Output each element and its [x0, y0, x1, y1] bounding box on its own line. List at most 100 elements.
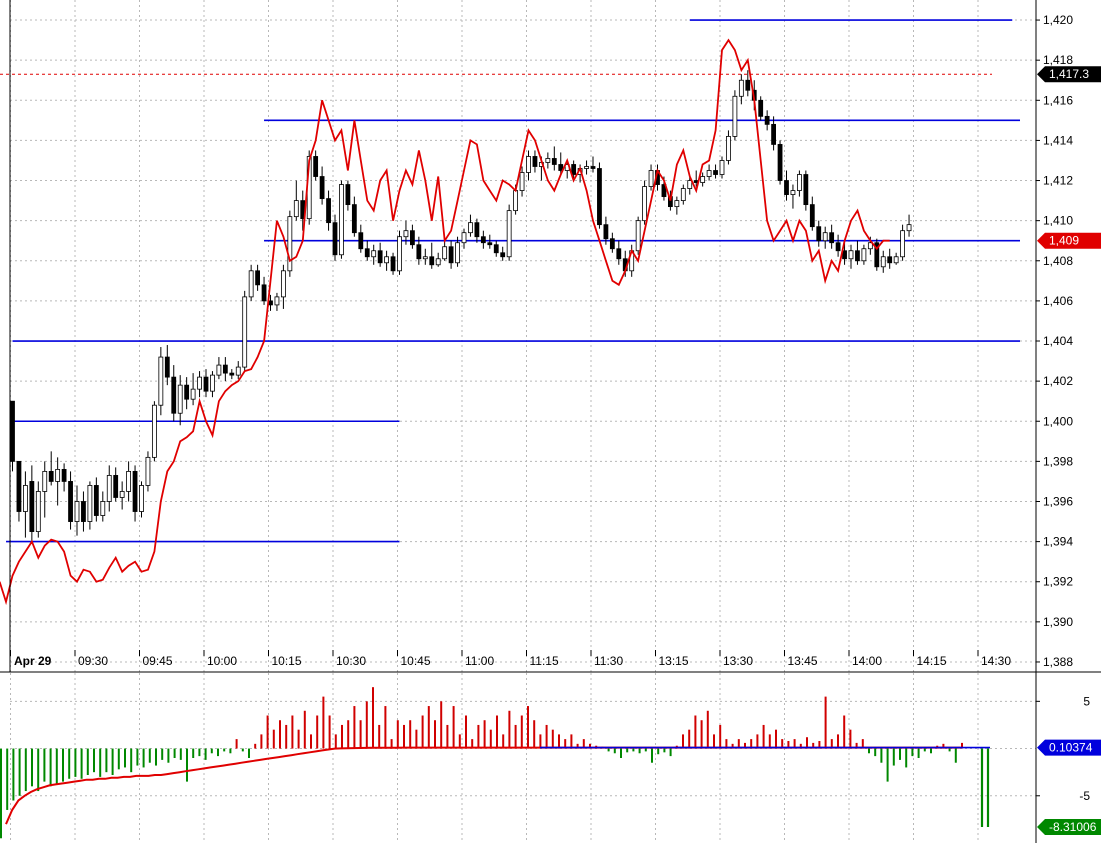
- candle-119: [777, 140, 783, 185]
- candle-120: [784, 170, 789, 201]
- candle-30: [203, 369, 209, 398]
- candle-70: [461, 228, 467, 249]
- y-tick-label-2: 1,392: [1043, 575, 1073, 589]
- candle-125: [816, 220, 822, 247]
- candle-body-27: [184, 384, 190, 400]
- candle-body-75: [493, 244, 499, 254]
- candle-body-108: [706, 170, 712, 177]
- candle-5: [42, 461, 48, 518]
- candle-body-83: [545, 158, 551, 163]
- candle-21: [145, 451, 151, 492]
- candle-54: [358, 224, 364, 253]
- candle-53: [351, 196, 357, 237]
- x-tick-label-9: 11:30: [594, 654, 623, 668]
- candle-38: [255, 264, 261, 291]
- candle-127: [829, 224, 835, 249]
- candle-body-89: [584, 166, 589, 169]
- candle-body-117: [764, 115, 770, 125]
- candle-11: [81, 491, 86, 532]
- candle-body-23: [158, 356, 164, 406]
- candle-body-65: [429, 256, 435, 266]
- candle-body-129: [842, 250, 847, 260]
- candle-body-131: [855, 250, 860, 262]
- candle-body-30: [203, 376, 209, 392]
- candle-body-91: [597, 168, 602, 226]
- candle-8: [61, 463, 67, 492]
- candle-body-80: [526, 156, 531, 173]
- candle-body-114: [745, 79, 751, 91]
- candle-43: [287, 210, 293, 277]
- candle-87: [571, 160, 577, 181]
- price-line: [0, 38, 890, 606]
- candle-134: [874, 238, 880, 271]
- y-tick-label-16: 1,420: [1043, 13, 1073, 27]
- y-tick-label-15: 1,418: [1043, 53, 1073, 67]
- candle-65: [429, 242, 435, 269]
- candle-body-74: [487, 242, 493, 246]
- candle-body-11: [81, 501, 86, 522]
- ind-y-tick-label-0: 5: [1083, 694, 1090, 708]
- candle-123: [803, 170, 809, 211]
- candle-body-19: [132, 471, 138, 512]
- candle-body-61: [403, 230, 409, 238]
- last-price-tag-shape: [1037, 66, 1101, 83]
- candle-body-59: [390, 256, 396, 272]
- candle-59: [390, 252, 396, 275]
- candle-body-51: [339, 184, 344, 256]
- candle-138: [900, 224, 905, 261]
- x-tick-label-8: 11:15: [530, 654, 559, 668]
- candlesticks: [10, 70, 912, 542]
- y-tick-label-3: 1,394: [1043, 535, 1073, 549]
- candle-body-71: [468, 222, 473, 234]
- x-tick-label-6: 10:45: [401, 654, 431, 668]
- candle-body-107: [700, 176, 706, 183]
- indicator-signal-line-group: [5, 746, 990, 825]
- candle-body-103: [674, 200, 680, 208]
- x-tick-label-11: 13:30: [723, 654, 753, 668]
- candle-body-56: [371, 250, 377, 258]
- candle-body-109: [713, 170, 718, 175]
- candle-12: [87, 481, 93, 530]
- candle-7: [55, 457, 61, 506]
- y-tick-label-6: 1,400: [1043, 414, 1073, 428]
- candle-107: [700, 172, 706, 187]
- candle-52: [345, 180, 351, 211]
- candle-body-85: [558, 164, 564, 171]
- candle-26: [177, 375, 183, 426]
- candle-body-3: [29, 481, 35, 532]
- candle-20: [139, 481, 144, 518]
- candle-109: [713, 164, 718, 179]
- candle-61: [403, 220, 409, 245]
- candle-17: [119, 481, 125, 510]
- candle-body-25: [171, 376, 177, 414]
- current-price-tag-shape: [1037, 232, 1101, 249]
- y-tick-label-4: 1,396: [1043, 494, 1073, 508]
- candle-body-34: [229, 372, 235, 376]
- candle-body-76: [500, 252, 506, 258]
- candle-67: [442, 240, 448, 261]
- x-tick-label-7: 11:00: [465, 654, 494, 668]
- candle-23: [158, 347, 164, 416]
- candle-body-99: [648, 170, 654, 187]
- x-tick-label-1: 09:30: [78, 654, 108, 668]
- candle-body-128: [835, 242, 841, 252]
- candle-body-66: [435, 258, 441, 266]
- indicator-low-tag-text: -8.31006: [1049, 820, 1097, 834]
- y-tick-label-5: 1,398: [1043, 454, 1073, 468]
- candle-body-6: [48, 471, 54, 482]
- y-tick-label-7: 1,402: [1043, 374, 1073, 388]
- candle-body-130: [848, 250, 854, 260]
- candle-body-101: [661, 184, 667, 197]
- candle-103: [674, 196, 680, 215]
- indicator-value-tag-text: 0.10374: [1049, 741, 1093, 755]
- candle-0: [10, 400, 15, 472]
- candle-body-43: [287, 216, 293, 272]
- candle-28: [190, 373, 196, 406]
- candle-body-70: [461, 232, 467, 244]
- candle-72: [474, 218, 480, 243]
- candle-37: [248, 264, 254, 301]
- candle-29: [197, 371, 202, 398]
- candle-body-134: [874, 242, 880, 268]
